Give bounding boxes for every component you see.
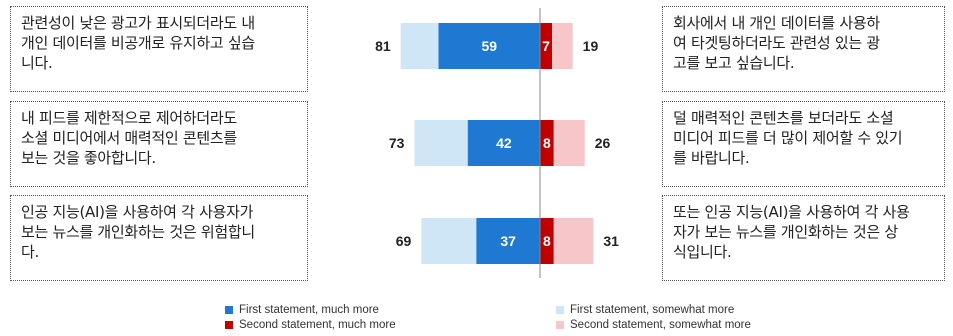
label-second-total: 19 <box>583 38 599 54</box>
legend-label: Second statement, somewhat more <box>570 319 751 331</box>
bar-first-much <box>467 120 540 166</box>
legend-swatch <box>225 306 233 314</box>
second-statement-text-1: 회사에서 내 개인 데이터를 사용하 여 타겟팅하더라도 관련성 있는 광 고를… <box>662 6 945 92</box>
legend-swatch <box>225 321 233 329</box>
first-statement-text-1: 관련성이 낮은 광고가 표시되더라도 내 개인 데이터를 비공개로 유지하고 싶… <box>10 6 308 92</box>
legend-label: Second statement, much more <box>239 319 396 331</box>
label-second-much: 7 <box>542 38 550 54</box>
label-first-much: 59 <box>481 38 497 54</box>
label-second-total: 26 <box>595 135 611 151</box>
label-first-much: 42 <box>496 135 512 151</box>
legend-item-second-somewhat: Second statement, somewhat more <box>556 319 751 331</box>
label-first-total: 81 <box>375 38 391 54</box>
bar-first-much <box>476 218 540 264</box>
label-second-total: 31 <box>603 233 619 249</box>
second-statement-text-2: 덜 매력적인 콘텐츠를 보더라도 소셜 미디어 피드를 더 많이 제어할 수 있… <box>662 101 945 187</box>
legend-item-first-somewhat: First statement, somewhat more <box>556 304 734 316</box>
bar-second-much <box>540 23 553 69</box>
label-second-much: 8 <box>543 233 551 249</box>
bar-first-somewhat <box>414 120 468 166</box>
legend-label: First statement, much more <box>239 304 379 316</box>
label-first-total: 73 <box>389 135 405 151</box>
bar-first-somewhat <box>400 23 439 69</box>
bar-second-much <box>540 120 554 166</box>
legend-label: First statement, somewhat more <box>570 304 735 316</box>
bar-second-much <box>540 218 554 264</box>
legend-item-first-much: First statement, much more <box>225 304 379 316</box>
first-statement-text-3: 인공 지능(AI)을 사용하여 각 사용자가 보는 뉴스를 개인화하는 것은 위… <box>10 195 308 281</box>
bar-second-somewhat <box>553 120 585 166</box>
legend-swatch <box>556 306 564 314</box>
label-first-much: 37 <box>500 233 516 249</box>
bar-first-much <box>438 23 540 69</box>
legend-item-second-much: Second statement, much more <box>225 319 396 331</box>
legend-swatch <box>556 321 564 329</box>
bar-second-somewhat <box>552 23 573 69</box>
bar-second-somewhat <box>553 218 594 264</box>
second-statement-text-3: 또는 인공 지능(AI)을 사용하여 각 사용 자가 보는 뉴스를 개인화하는 … <box>662 195 945 281</box>
first-statement-text-2: 내 피드를 제한적으로 제어하더라도 소셜 미디어에서 매력적인 콘텐츠를 보는… <box>10 101 308 187</box>
label-second-much: 8 <box>543 135 551 151</box>
bar-first-somewhat <box>421 218 477 264</box>
label-first-total: 69 <box>396 233 412 249</box>
